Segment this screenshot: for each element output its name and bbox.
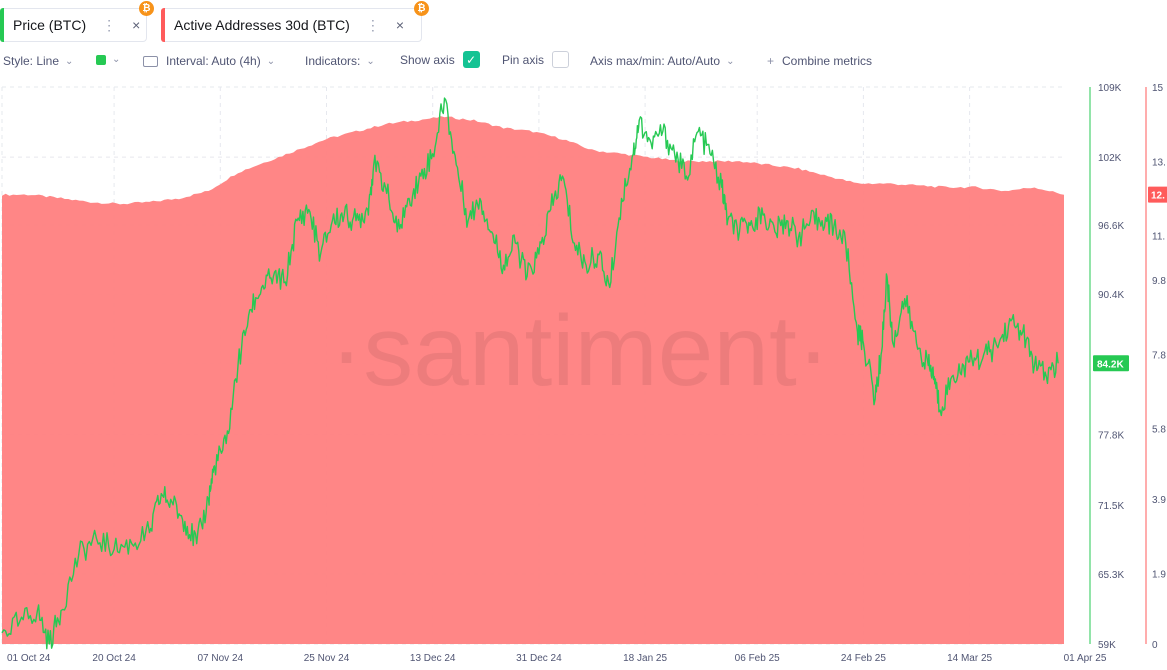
close-icon[interactable]: × — [395, 17, 405, 33]
chevron-down-icon: ⌄ — [112, 54, 121, 65]
price-tick-label: 96.6K — [1098, 221, 1124, 232]
style-dropdown[interactable]: Style: Line ⌄ — [3, 54, 73, 68]
axis-maxmin-label: Axis max/min: Auto/Auto — [590, 54, 721, 68]
color-dropdown[interactable]: ⌄ — [96, 54, 120, 65]
price-tick-label: 65.3K — [1098, 570, 1124, 581]
chevron-down-icon: ⌄ — [65, 55, 74, 67]
more-options-icon[interactable]: ⋮ — [102, 16, 117, 33]
active-addresses-tick-label: 5.8 — [1152, 425, 1166, 436]
tab-color-bar — [161, 8, 165, 42]
x-tick-label: 13 Dec 24 — [410, 653, 456, 664]
chevron-down-icon: ⌄ — [266, 55, 276, 67]
x-tick-label: 14 Mar 25 — [947, 653, 992, 664]
show-axis-label: Show axis — [400, 52, 455, 67]
price-tick-label: 71.5K — [1098, 501, 1124, 512]
x-tick-label: 01 Oct 24 — [7, 653, 51, 664]
active-addresses-tick-label: 3.9 — [1152, 495, 1166, 506]
indicators-label: Indicators: — [305, 54, 361, 68]
pin-axis-checkbox[interactable] — [552, 51, 570, 68]
pin-axis-label: Pin axis — [502, 52, 545, 67]
metric-tabs: Price (BTC) ⋮ × ₿ Active Addresses 30d (… — [0, 0, 1167, 44]
price-tick-label: 77.8K — [1098, 431, 1124, 442]
x-tick-label: 31 Dec 24 — [516, 653, 562, 664]
tab-label: Active Addresses 30d (BTC) — [174, 17, 350, 33]
show-axis-checkbox[interactable]: ✓ — [462, 51, 480, 68]
active-addresses-area — [2, 116, 1064, 645]
interval-dropdown[interactable]: Interval: Auto (4h) ⌄ — [143, 54, 275, 68]
chevron-down-icon: ⌄ — [366, 55, 375, 67]
pin-axis-toggle[interactable]: Pin axis — [502, 51, 570, 68]
active-addresses-tick-label: 0 — [1152, 640, 1158, 651]
interval-label: Interval: Auto (4h) — [166, 54, 261, 68]
combine-metrics-button[interactable]: + Combine metrics — [767, 54, 872, 68]
current-active-addresses-label: 12. — [1151, 191, 1165, 202]
axis-maxmin-dropdown[interactable]: Axis max/min: Auto/Auto ⌄ — [590, 54, 734, 68]
indicators-dropdown[interactable]: Indicators: ⌄ — [305, 54, 375, 68]
x-tick-label: 18 Jan 25 — [623, 653, 667, 664]
active-addresses-axis: 15 13. 11. 9.8 7.8 5.8 3.9 1.9 0 — [1152, 83, 1166, 651]
close-icon[interactable]: × — [132, 17, 141, 33]
price-tick-label: 90.4K — [1098, 290, 1124, 301]
price-tick-label: 59K — [1098, 640, 1116, 651]
x-tick-label: 07 Nov 24 — [198, 653, 244, 664]
chart-toolbar: Style: Line ⌄ ⌄ Interval: Auto (4h) ⌄ Indi… — [0, 50, 1167, 74]
bitcoin-badge-icon: ₿ — [139, 1, 154, 16]
more-options-icon[interactable]: ⋮ — [365, 16, 380, 33]
tab-color-bar — [0, 8, 4, 42]
chevron-down-icon: ⌄ — [726, 55, 735, 67]
combine-metrics-label: Combine metrics — [782, 54, 873, 68]
current-value-markers: 84.2K 12. — [1093, 186, 1167, 372]
watermark: ·santiment· — [330, 295, 830, 407]
active-addresses-tick-label: 1.9 — [1152, 569, 1166, 580]
plus-icon: + — [767, 54, 775, 68]
price-line — [1, 97, 1059, 650]
x-tick-label: 25 Nov 24 — [304, 653, 350, 664]
active-addresses-tick-label: 9.8 — [1152, 276, 1166, 287]
price-tick-label: 102K — [1098, 153, 1122, 164]
style-label: Style: Line — [3, 54, 60, 68]
x-tick-label: 01 Apr 25 — [1064, 653, 1107, 664]
ruler-icon — [143, 55, 158, 67]
active-addresses-tick-label: 13. — [1152, 157, 1166, 168]
tab-price-btc[interactable]: Price (BTC) ⋮ × ₿ — [0, 1, 154, 42]
current-price-label: 84.2K — [1097, 359, 1124, 370]
show-axis-toggle[interactable]: Show axis ✓ — [400, 51, 480, 68]
active-addresses-tick-label: 15 — [1152, 83, 1164, 94]
current-price-badge — [1093, 355, 1129, 372]
active-addresses-tick-label: 11. — [1152, 232, 1165, 243]
x-tick-label: 24 Feb 25 — [841, 653, 886, 664]
x-tick-label: 20 Oct 24 — [92, 653, 136, 664]
x-tick-label: 06 Feb 25 — [735, 653, 780, 664]
x-axis: 01 Oct 24 20 Oct 24 07 Nov 24 25 Nov 24 13 D… — [7, 653, 1107, 664]
color-swatch — [96, 54, 106, 65]
bitcoin-badge-icon: ₿ — [414, 1, 429, 16]
active-addresses-tick-label: 7.8 — [1152, 350, 1166, 361]
tab-label: Price (BTC) — [13, 17, 87, 33]
tab-active-addresses[interactable]: Active Addresses 30d (BTC) ⋮ × ₿ — [161, 1, 429, 42]
price-tick-label: 109K — [1098, 83, 1122, 94]
current-active-addresses-badge — [1148, 186, 1167, 203]
